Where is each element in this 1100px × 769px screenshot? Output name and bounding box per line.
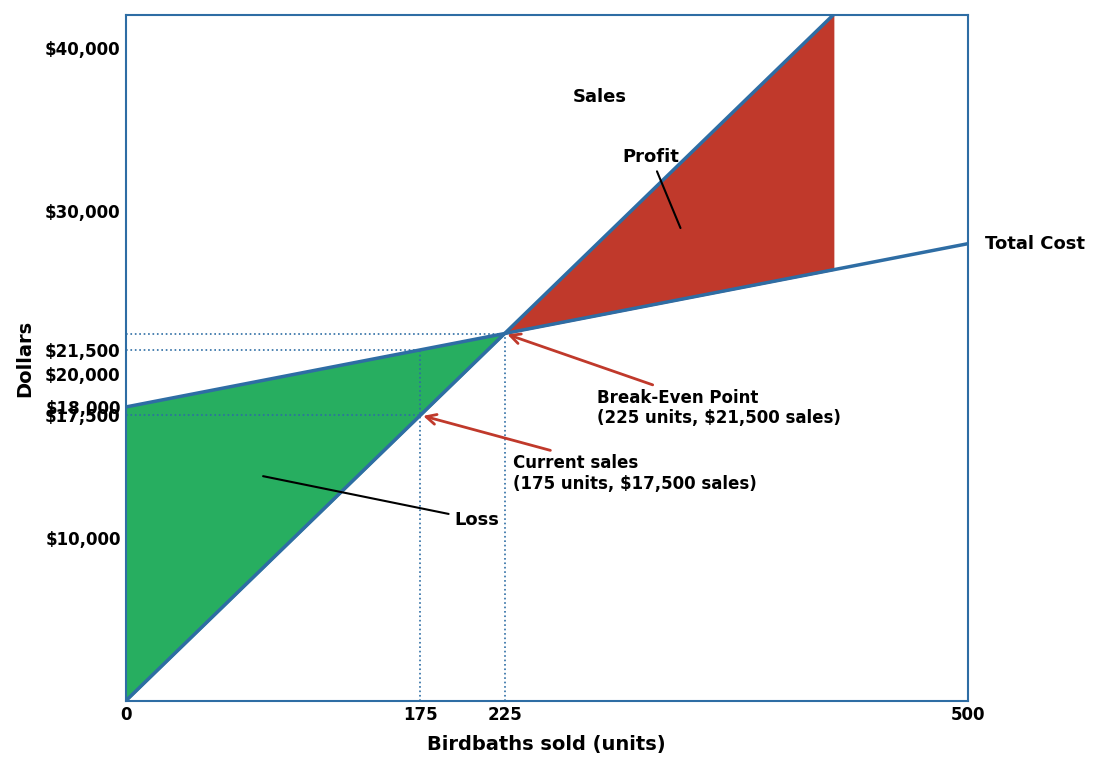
Text: Current sales
(175 units, $17,500 sales): Current sales (175 units, $17,500 sales) xyxy=(426,414,757,493)
Text: Sales: Sales xyxy=(573,88,627,106)
X-axis label: Birdbaths sold (units): Birdbaths sold (units) xyxy=(428,735,667,754)
Text: Break-Even Point
(225 units, $21,500 sales): Break-Even Point (225 units, $21,500 sal… xyxy=(510,334,842,428)
Y-axis label: Dollars: Dollars xyxy=(15,319,34,397)
Text: Loss: Loss xyxy=(263,476,499,528)
Text: Total Cost: Total Cost xyxy=(984,235,1085,253)
Text: Profit: Profit xyxy=(623,148,681,228)
